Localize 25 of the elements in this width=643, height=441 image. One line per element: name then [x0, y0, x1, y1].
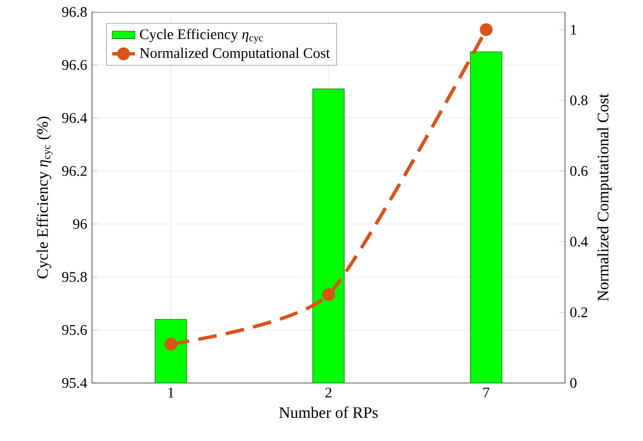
legend-label: Cycle Efficiency η$_{cyc}$: [140, 28, 263, 44]
x-tick-label: 7: [483, 388, 490, 398]
y-tick-label: 95.6: [62, 325, 87, 335]
y-tick-label: 96.6: [62, 60, 87, 70]
y2-tick-label: 0.4: [570, 236, 588, 247]
y2-tick-label: 0: [570, 378, 576, 388]
y2-axis-title: Normalized Computational Cost: [597, 94, 612, 302]
y-axis-title: Cycle Efficiency η$_{cyc}$ (%): [36, 116, 52, 278]
legend-label: Normalized Computational Cost: [140, 48, 330, 62]
y-tick-label: 96.8: [62, 7, 87, 17]
y-tick-label: 96.4: [62, 113, 88, 123]
y2-tick-label: 0.2: [570, 307, 588, 318]
point: [480, 23, 493, 36]
y-tick-label: 95.4: [62, 378, 88, 388]
y2-tick-label: 0.6: [570, 166, 588, 176]
x-tick-label: 1: [168, 388, 174, 398]
y2-tick-label: 1: [571, 24, 576, 34]
y2-tick-label: 0.8: [570, 95, 588, 106]
x-tick-label: 2: [325, 388, 332, 398]
x-axis-title: Number of RPs: [279, 406, 378, 418]
point: [322, 288, 335, 302]
point: [164, 338, 178, 351]
y-tick-label: 95.8: [62, 272, 87, 282]
y-tick-label: 96.2: [62, 166, 86, 176]
y-tick-label: 96: [73, 219, 87, 229]
